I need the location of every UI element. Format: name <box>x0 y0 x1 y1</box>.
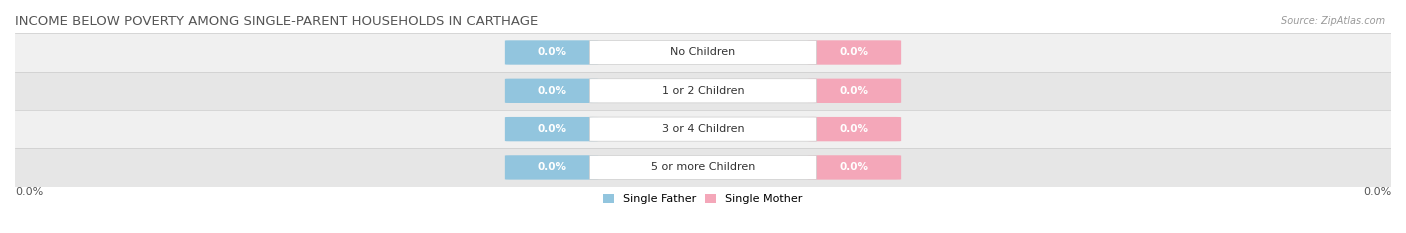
FancyBboxPatch shape <box>505 117 599 141</box>
Text: INCOME BELOW POVERTY AMONG SINGLE-PARENT HOUSEHOLDS IN CARTHAGE: INCOME BELOW POVERTY AMONG SINGLE-PARENT… <box>15 15 538 28</box>
Text: 0.0%: 0.0% <box>537 124 567 134</box>
FancyBboxPatch shape <box>589 40 817 65</box>
FancyBboxPatch shape <box>807 40 901 65</box>
FancyBboxPatch shape <box>505 155 599 180</box>
FancyBboxPatch shape <box>505 40 599 65</box>
Text: Source: ZipAtlas.com: Source: ZipAtlas.com <box>1281 16 1385 26</box>
Text: 3 or 4 Children: 3 or 4 Children <box>662 124 744 134</box>
FancyBboxPatch shape <box>807 155 901 180</box>
Text: 0.0%: 0.0% <box>15 187 44 197</box>
Text: 0.0%: 0.0% <box>1362 187 1391 197</box>
Text: 0.0%: 0.0% <box>839 162 869 172</box>
Legend: Single Father, Single Mother: Single Father, Single Mother <box>599 189 807 209</box>
Text: 0.0%: 0.0% <box>537 162 567 172</box>
FancyBboxPatch shape <box>589 117 817 141</box>
Bar <box>15 72 1391 110</box>
Text: 1 or 2 Children: 1 or 2 Children <box>662 86 744 96</box>
Text: No Children: No Children <box>671 48 735 58</box>
FancyBboxPatch shape <box>807 79 901 103</box>
Bar <box>15 110 1391 148</box>
Text: 0.0%: 0.0% <box>839 86 869 96</box>
FancyBboxPatch shape <box>807 117 901 141</box>
Text: 0.0%: 0.0% <box>537 48 567 58</box>
Text: 5 or more Children: 5 or more Children <box>651 162 755 172</box>
FancyBboxPatch shape <box>505 79 599 103</box>
Text: 0.0%: 0.0% <box>537 86 567 96</box>
FancyBboxPatch shape <box>589 155 817 179</box>
FancyBboxPatch shape <box>589 79 817 103</box>
Bar <box>15 148 1391 187</box>
Bar <box>15 33 1391 72</box>
Text: 0.0%: 0.0% <box>839 124 869 134</box>
Text: 0.0%: 0.0% <box>839 48 869 58</box>
